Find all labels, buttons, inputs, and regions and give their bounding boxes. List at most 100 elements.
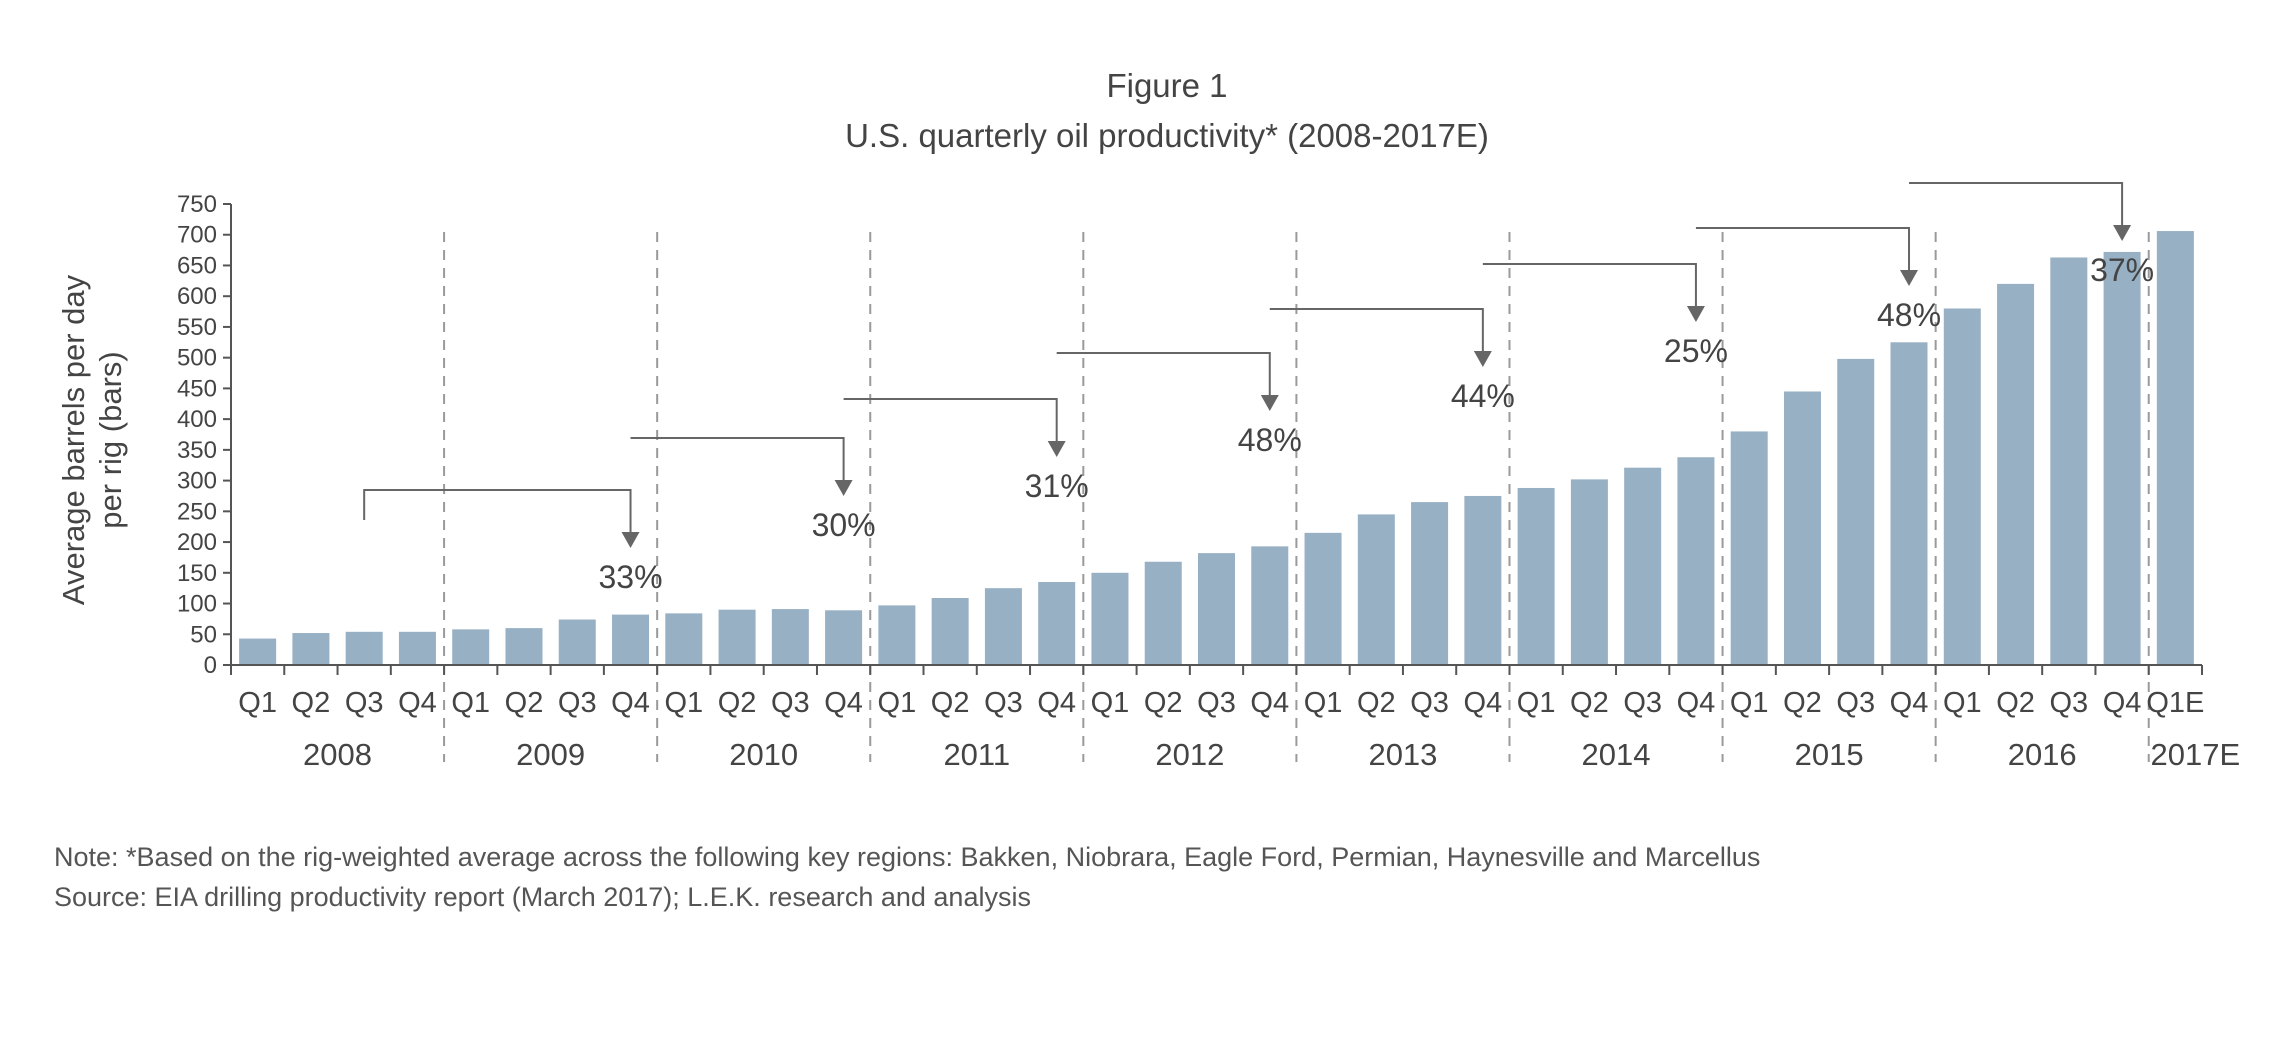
bar: [292, 633, 330, 665]
year-label: 2014: [1582, 737, 1651, 772]
bar: [1890, 342, 1928, 665]
quarter-label: Q2: [1144, 687, 1183, 719]
growth-label: 48%: [1238, 422, 1302, 458]
quarter-label: Q2: [1570, 687, 1609, 719]
footnote-note: Note: *Based on the rig-weighted average…: [54, 842, 1761, 872]
quarter-label: Q4: [611, 687, 650, 719]
quarter-label: Q3: [1623, 687, 1662, 719]
bar: [984, 588, 1022, 665]
bar: [239, 638, 277, 665]
quarter-label: Q3: [345, 687, 384, 719]
growth-bracket: [1909, 182, 2124, 227]
growth-arrow-head: [1686, 306, 1705, 322]
y-tick-label: 0: [204, 652, 217, 679]
quarter-label: Q2: [505, 687, 544, 719]
quarter-label: Q2: [1996, 687, 2035, 719]
quarter-label: Q3: [558, 687, 597, 719]
chart-subtitle: U.S. quarterly oil productivity* (2008-2…: [845, 117, 1489, 154]
y-axis-label-line2: per rig (bars): [93, 351, 128, 528]
bar: [1357, 514, 1395, 665]
bar: [452, 629, 490, 665]
bar: [1837, 358, 1875, 665]
year-label: 2013: [1368, 737, 1437, 772]
growth-bracket: [1695, 227, 1911, 272]
growth-label: 31%: [1025, 468, 1089, 504]
growth-arrow-head: [621, 532, 640, 548]
bar: [1411, 502, 1449, 665]
quarter-label: Q2: [718, 687, 757, 719]
quarter-label: Q4: [1464, 687, 1503, 719]
quarter-label: Q3: [1197, 687, 1236, 719]
growth-arrow-head: [1900, 270, 1919, 286]
quarter-label: Q3: [1836, 687, 1875, 719]
bar: [1730, 431, 1768, 665]
growth-bracket: [843, 398, 1058, 443]
bar: [612, 614, 650, 665]
bar: [1091, 572, 1129, 665]
growth-arrow-head: [2113, 225, 2132, 241]
bar: [665, 613, 703, 665]
y-tick-label: 550: [177, 314, 217, 341]
quarter-label: Q2: [292, 687, 331, 719]
year-label: 2012: [1155, 737, 1224, 772]
growth-label: 48%: [1877, 297, 1941, 333]
bar: [1038, 582, 1076, 665]
quarter-label: Q1E: [2146, 687, 2204, 719]
bar: [1997, 283, 2035, 665]
bar: [1251, 546, 1289, 665]
y-tick-label: 600: [177, 283, 217, 310]
quarter-label: Q3: [984, 687, 1023, 719]
growth-label: 25%: [1664, 333, 1728, 369]
quarter-label: Q1: [878, 687, 917, 719]
quarter-label: Q1: [451, 687, 490, 719]
bar: [1570, 479, 1608, 665]
quarter-label: Q3: [2049, 687, 2088, 719]
growth-arrow-head: [834, 480, 853, 496]
year-label: 2009: [516, 737, 585, 772]
bar: [825, 610, 863, 665]
quarter-label: Q4: [1890, 687, 1929, 719]
bar: [1624, 467, 1662, 665]
growth-label: 33%: [599, 559, 663, 595]
growth-label: 44%: [1451, 378, 1515, 414]
y-tick-label: 500: [177, 345, 217, 372]
y-tick-label: 250: [177, 498, 217, 525]
quarter-label: Q4: [1677, 687, 1716, 719]
quarter-label: Q4: [398, 687, 437, 719]
quarter-label: Q3: [1410, 687, 1449, 719]
y-tick-label: 450: [177, 375, 217, 402]
year-label: 2011: [943, 737, 1010, 772]
bar: [718, 609, 756, 665]
bar: [1517, 487, 1555, 665]
year-label: 2017E: [2151, 737, 2241, 772]
y-tick-label: 700: [177, 222, 217, 249]
y-tick-label: 200: [177, 529, 217, 556]
bar: [1198, 553, 1235, 665]
growth-arrow-head: [1047, 441, 1066, 457]
growth-label: 30%: [812, 507, 876, 543]
bar: [1943, 308, 1981, 665]
quarter-label: Q2: [931, 687, 970, 719]
quarter-label: Q1: [1091, 687, 1130, 719]
quarter-label: Q1: [1730, 687, 1769, 719]
bar: [2050, 257, 2088, 665]
bar: [558, 619, 596, 665]
y-tick-label: 350: [177, 437, 217, 464]
quarter-label: Q1: [1517, 687, 1556, 719]
bar: [1783, 391, 1821, 665]
y-tick-label: 50: [190, 621, 217, 648]
growth-arrow-head: [1473, 351, 1492, 367]
growth-bracket: [630, 437, 845, 482]
growth-label: 37%: [2090, 252, 2154, 288]
bar: [398, 631, 436, 665]
bar: [1464, 495, 1502, 665]
quarter-label: Q1: [664, 687, 703, 719]
bar: [2103, 251, 2141, 665]
bar: [1677, 457, 1715, 665]
quarter-label: Q1: [1943, 687, 1982, 719]
plot-area: 0 50 100 150 200 250 300 350 400 450 500 550 600 650 7…: [177, 182, 2241, 772]
growth-bracket: [363, 489, 632, 534]
footnote-source: Source: EIA drilling productivity report…: [54, 882, 1031, 912]
bar: [771, 609, 809, 665]
y-tick-label: 300: [177, 468, 217, 495]
